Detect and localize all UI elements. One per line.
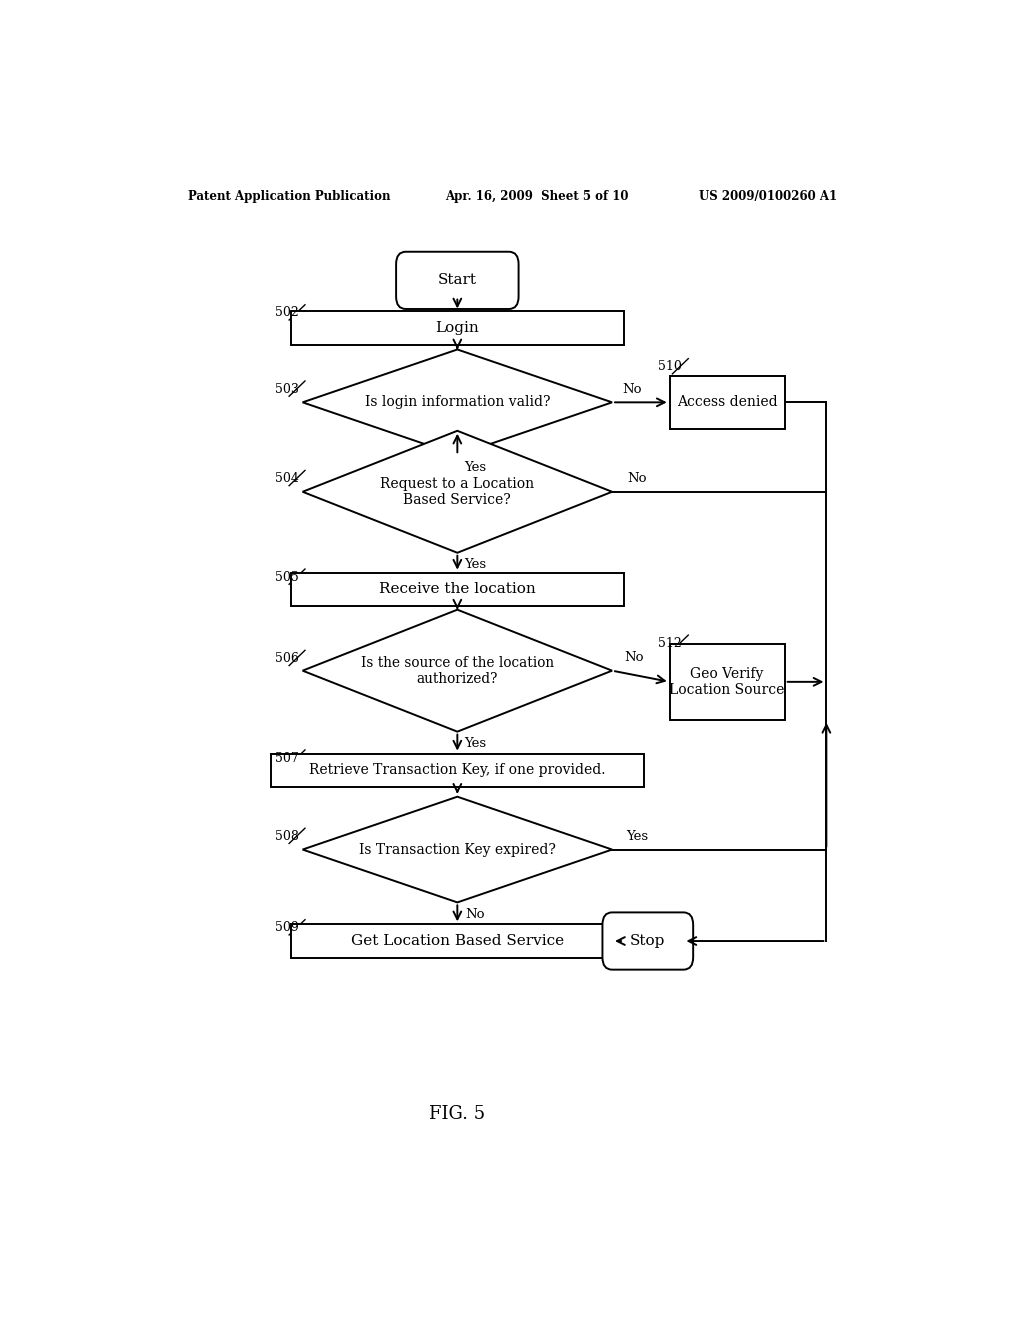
Text: Is Transaction Key expired?: Is Transaction Key expired?: [358, 842, 556, 857]
Text: Yes: Yes: [464, 738, 485, 750]
Text: Stop: Stop: [630, 935, 666, 948]
Text: Retrieve Transaction Key, if one provided.: Retrieve Transaction Key, if one provide…: [309, 763, 605, 777]
Polygon shape: [303, 610, 612, 731]
Bar: [670, 644, 784, 719]
FancyBboxPatch shape: [602, 912, 693, 970]
Bar: [291, 312, 624, 345]
Text: Yes: Yes: [464, 461, 485, 474]
Bar: [270, 754, 644, 787]
Text: Is login information valid?: Is login information valid?: [365, 395, 550, 409]
Polygon shape: [303, 430, 612, 553]
Text: 505: 505: [274, 570, 299, 583]
Text: 502: 502: [274, 306, 299, 319]
Text: FIG. 5: FIG. 5: [429, 1105, 485, 1123]
Polygon shape: [303, 797, 612, 903]
Text: Login: Login: [435, 321, 479, 335]
Text: No: No: [625, 651, 644, 664]
Text: 506: 506: [274, 652, 299, 665]
FancyBboxPatch shape: [396, 252, 518, 309]
Bar: [670, 376, 784, 429]
Text: Geo Verify
Location Source: Geo Verify Location Source: [670, 667, 784, 697]
Text: Yes: Yes: [627, 830, 648, 843]
Text: Start: Start: [438, 273, 477, 288]
Text: Is the source of the location
authorized?: Is the source of the location authorized…: [360, 656, 554, 686]
Text: 507: 507: [274, 751, 299, 764]
Text: 503: 503: [274, 383, 299, 396]
Text: 504: 504: [274, 473, 299, 484]
Text: 508: 508: [274, 830, 299, 843]
Polygon shape: [303, 350, 612, 455]
Text: Access denied: Access denied: [677, 395, 777, 409]
Text: US 2009/0100260 A1: US 2009/0100260 A1: [699, 190, 838, 202]
Bar: [291, 573, 624, 606]
Text: Request to a Location
Based Service?: Request to a Location Based Service?: [380, 477, 535, 507]
Text: 510: 510: [658, 360, 682, 374]
Text: Receive the location: Receive the location: [379, 582, 536, 597]
Text: No: No: [623, 383, 642, 396]
Text: Patent Application Publication: Patent Application Publication: [187, 190, 390, 202]
Text: No: No: [465, 908, 484, 921]
Text: 509: 509: [274, 921, 299, 935]
Text: Get Location Based Service: Get Location Based Service: [351, 935, 564, 948]
Text: No: No: [628, 473, 647, 484]
Bar: [291, 924, 624, 958]
Text: 512: 512: [658, 636, 682, 649]
Text: Yes: Yes: [464, 558, 485, 572]
Text: Apr. 16, 2009  Sheet 5 of 10: Apr. 16, 2009 Sheet 5 of 10: [445, 190, 629, 202]
